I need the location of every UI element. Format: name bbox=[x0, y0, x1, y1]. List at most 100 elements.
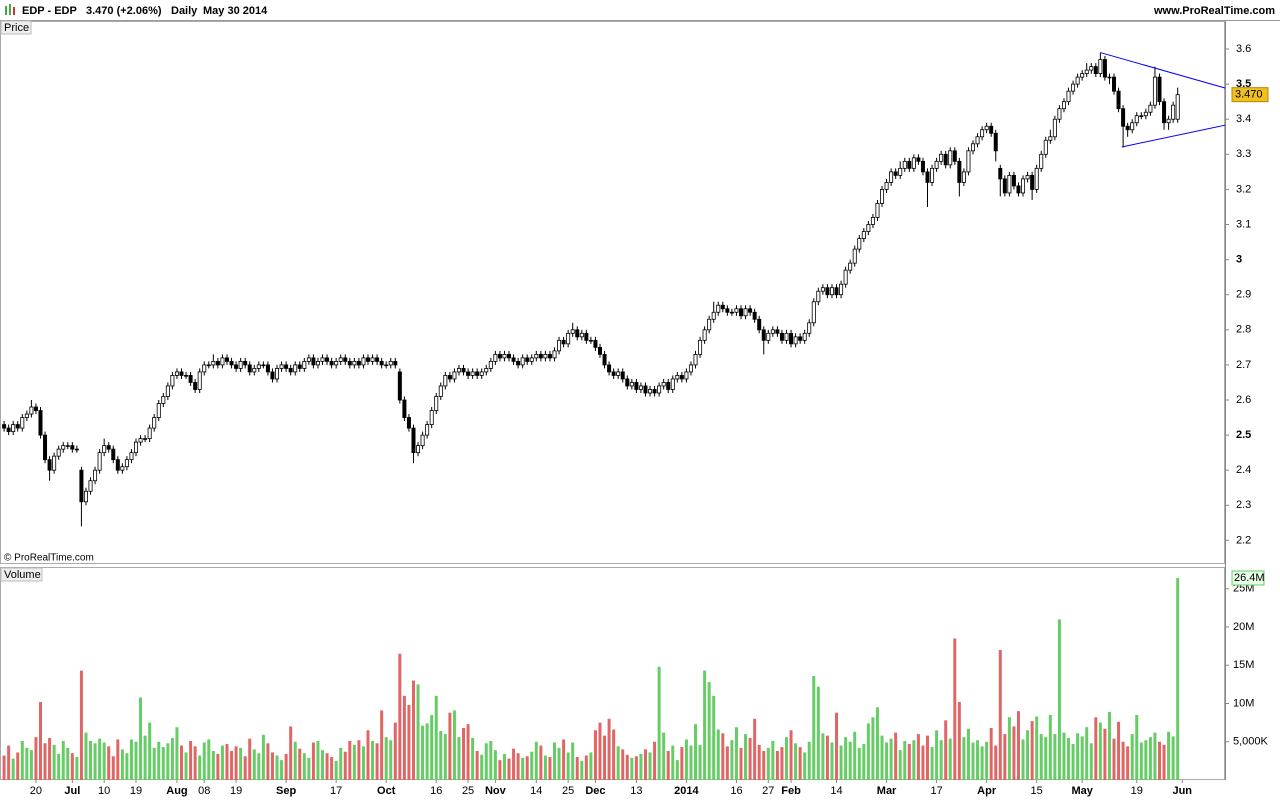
candle-body bbox=[720, 304, 725, 310]
volume-bar bbox=[1067, 737, 1071, 780]
candle-body bbox=[1093, 66, 1098, 75]
volume-bar bbox=[284, 753, 288, 780]
volume-bar bbox=[361, 746, 365, 780]
volume-bar bbox=[725, 746, 729, 780]
x-tick-label: Sep bbox=[276, 785, 296, 797]
candle-body bbox=[911, 157, 916, 169]
volume-bar bbox=[480, 754, 484, 780]
candle-body bbox=[1071, 83, 1076, 92]
volume-bar bbox=[771, 740, 775, 780]
candle-body bbox=[711, 311, 716, 320]
candle-body bbox=[97, 452, 102, 471]
candle-body bbox=[820, 287, 825, 292]
candle-body bbox=[966, 150, 971, 173]
volume-bar bbox=[175, 727, 179, 780]
volume-bar bbox=[243, 756, 247, 780]
volume-bar bbox=[1176, 578, 1180, 780]
candle-body bbox=[1166, 118, 1171, 124]
candle-body bbox=[961, 171, 966, 183]
candle-body bbox=[857, 238, 862, 250]
candle-body bbox=[766, 332, 771, 341]
volume-bar bbox=[548, 757, 552, 780]
volume-bar bbox=[903, 740, 907, 780]
candle-body bbox=[220, 357, 225, 366]
volume-bar bbox=[434, 695, 438, 780]
candle-body bbox=[438, 385, 443, 397]
y-tick-label: 2.4 bbox=[1236, 464, 1251, 476]
candle-body bbox=[684, 371, 689, 380]
candle-body bbox=[770, 329, 775, 334]
volume-bar bbox=[143, 735, 147, 780]
volume-bar bbox=[1026, 730, 1030, 780]
volume-bar bbox=[775, 750, 779, 780]
candle-body bbox=[1139, 115, 1144, 117]
candle-body bbox=[447, 375, 452, 380]
candle-body bbox=[902, 160, 907, 169]
candle-body bbox=[1025, 174, 1030, 180]
x-tick-label: 15 bbox=[1031, 785, 1043, 797]
candle-body bbox=[816, 290, 821, 303]
candle-body bbox=[884, 182, 889, 190]
candle-body bbox=[620, 371, 625, 380]
volume-bar bbox=[584, 755, 588, 780]
quote: 3.470 (+2.06%) bbox=[86, 5, 162, 17]
candle-body bbox=[930, 167, 935, 183]
candle-body bbox=[579, 332, 584, 338]
candle-body bbox=[570, 329, 575, 334]
candle-body bbox=[456, 368, 461, 373]
candle-body bbox=[1148, 104, 1153, 113]
candle-body bbox=[497, 353, 502, 359]
candle-body bbox=[6, 427, 11, 432]
volume-bar bbox=[1071, 744, 1075, 780]
volume-bar bbox=[803, 752, 807, 780]
volume-label: Volume bbox=[4, 569, 41, 581]
volume-bar bbox=[275, 755, 279, 780]
volume-bar bbox=[393, 722, 397, 780]
volume-bar bbox=[102, 742, 106, 780]
volume-bar bbox=[912, 740, 916, 780]
volume-bar bbox=[425, 723, 429, 780]
candle-body bbox=[698, 339, 703, 355]
candle-body bbox=[1157, 76, 1162, 103]
y-tick-label: 3.2 bbox=[1236, 183, 1251, 195]
volume-bar bbox=[525, 756, 529, 780]
volume-bar bbox=[148, 722, 152, 780]
candle-body bbox=[716, 304, 721, 313]
volume-bar bbox=[316, 740, 320, 780]
candle-body bbox=[543, 353, 548, 359]
volume-bar bbox=[698, 744, 702, 780]
candle-body bbox=[124, 459, 129, 468]
y-tick-label: 3.6 bbox=[1236, 43, 1251, 55]
volume-bar bbox=[707, 682, 711, 780]
volume-bar bbox=[862, 744, 866, 780]
candle-body bbox=[843, 269, 848, 285]
volume-bar bbox=[880, 735, 884, 780]
candle-body bbox=[693, 353, 698, 366]
candle-body bbox=[616, 371, 621, 376]
candle-body bbox=[306, 357, 311, 362]
candle-body bbox=[229, 360, 234, 366]
volume-bar bbox=[607, 718, 611, 780]
volume-bar bbox=[298, 748, 302, 780]
candle-body bbox=[648, 389, 653, 394]
x-tick-label: 19 bbox=[230, 785, 242, 797]
volume-bar bbox=[116, 739, 120, 780]
candle-body bbox=[629, 382, 634, 387]
site: www.ProRealTime.com bbox=[1153, 5, 1275, 17]
candle-body bbox=[907, 160, 912, 169]
candle-body bbox=[238, 360, 243, 369]
candle-body bbox=[11, 424, 16, 432]
x-tick-label: 25 bbox=[462, 785, 474, 797]
candle-body bbox=[20, 417, 25, 429]
volume-bar bbox=[293, 741, 297, 780]
candle-body bbox=[634, 382, 639, 390]
candle-body bbox=[757, 318, 762, 331]
candle-body bbox=[1102, 59, 1107, 78]
candle-body bbox=[461, 368, 466, 373]
candle-body bbox=[998, 167, 1003, 180]
candle-body bbox=[129, 452, 134, 461]
volume-bar bbox=[443, 734, 447, 780]
y-tick-label: 2.8 bbox=[1236, 324, 1251, 336]
volume-bar bbox=[202, 742, 206, 780]
volume-bar bbox=[789, 730, 793, 780]
